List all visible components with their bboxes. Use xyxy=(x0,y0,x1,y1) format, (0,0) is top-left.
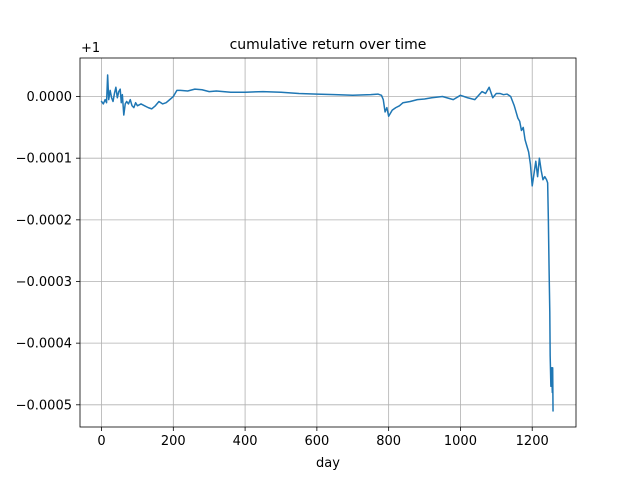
x-tick-label: 1000 xyxy=(444,434,477,449)
plot-area xyxy=(80,58,576,427)
series-layer xyxy=(100,74,554,412)
x-tick-label: 600 xyxy=(304,434,329,449)
y-tick-label: 0.0000 xyxy=(27,90,73,105)
y-offset-label: +1 xyxy=(81,41,100,56)
ticks: 0 200 400 600 800 1000 1200 0.0000 −0.0001 −0.000… xyxy=(16,90,549,449)
x-tick-label: 200 xyxy=(161,434,186,449)
x-tick-label: 800 xyxy=(376,434,401,449)
axes-frame xyxy=(79,57,577,428)
y-tick-label: −0.0005 xyxy=(16,398,72,413)
y-tick-label: −0.0002 xyxy=(16,213,72,228)
x-tick-label: 400 xyxy=(233,434,258,449)
series-line xyxy=(100,74,554,412)
y-tick-label: −0.0004 xyxy=(16,337,72,352)
x-axis-label: day xyxy=(316,456,340,471)
x-tick-label: 0 xyxy=(97,434,105,449)
y-tick-label: −0.0001 xyxy=(16,152,72,167)
y-tick-label: −0.0003 xyxy=(16,275,72,290)
chart-title: cumulative return over time xyxy=(230,37,427,53)
grid xyxy=(80,58,576,427)
x-tick-label: 1200 xyxy=(516,434,549,449)
